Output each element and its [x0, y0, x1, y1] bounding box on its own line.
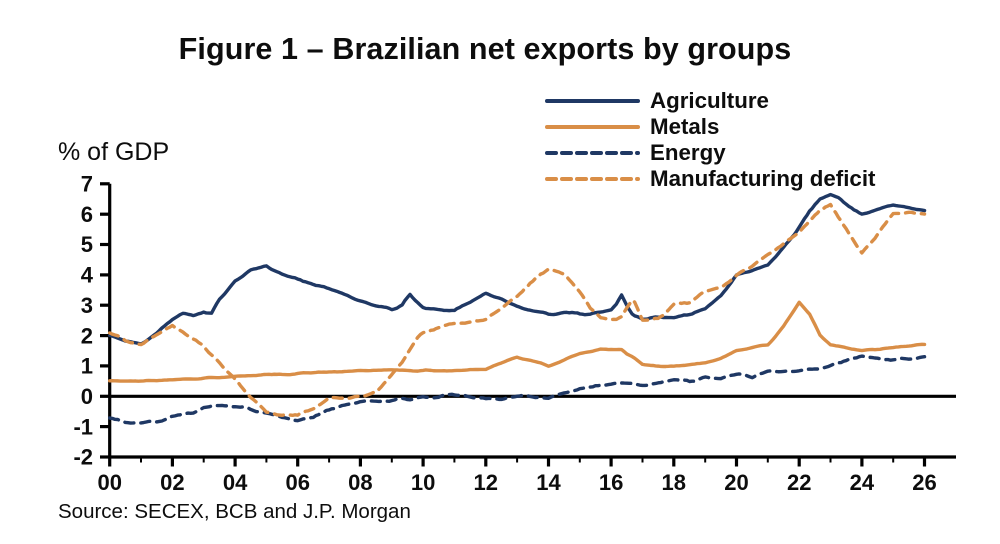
svg-text:5: 5 [81, 232, 93, 257]
svg-text:22: 22 [787, 470, 811, 495]
svg-text:% of GDP: % of GDP [58, 138, 169, 166]
svg-text:00: 00 [97, 470, 121, 495]
svg-text:3: 3 [81, 293, 93, 318]
svg-text:1: 1 [81, 354, 93, 379]
svg-text:26: 26 [912, 470, 936, 495]
svg-text:0: 0 [81, 384, 93, 409]
svg-text:2: 2 [81, 323, 93, 348]
svg-text:14: 14 [536, 470, 561, 495]
svg-text:12: 12 [474, 470, 498, 495]
svg-text:20: 20 [724, 470, 748, 495]
svg-text:02: 02 [160, 470, 184, 495]
svg-text:04: 04 [223, 470, 248, 495]
svg-text:-1: -1 [73, 414, 93, 439]
svg-text:16: 16 [599, 470, 623, 495]
svg-text:7: 7 [81, 172, 93, 197]
svg-text:18: 18 [662, 470, 686, 495]
svg-text:4: 4 [81, 263, 94, 288]
svg-text:-2: -2 [73, 445, 93, 470]
svg-text:08: 08 [348, 470, 372, 495]
svg-text:Source: SECEX, BCB and J.P. Mo: Source: SECEX, BCB and J.P. Morgan [58, 500, 411, 523]
svg-text:6: 6 [81, 202, 93, 227]
svg-text:06: 06 [285, 470, 309, 495]
svg-text:10: 10 [411, 470, 435, 495]
svg-text:24: 24 [850, 470, 875, 495]
